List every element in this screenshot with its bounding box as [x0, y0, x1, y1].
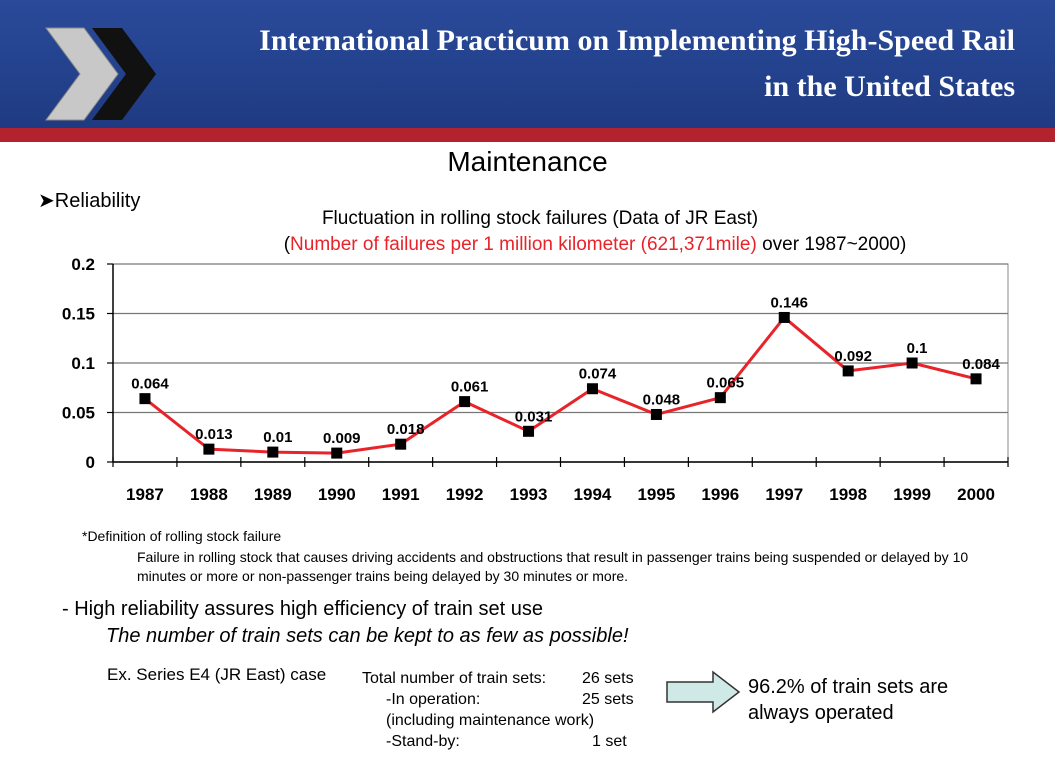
data-point	[842, 365, 854, 377]
x-tick-label: 1989	[254, 485, 292, 504]
x-tick-label: 1997	[765, 485, 803, 504]
y-tick-label: 0.15	[62, 305, 95, 324]
data-point	[267, 446, 279, 458]
definition-heading: *Definition of rolling stock failure	[82, 528, 282, 544]
header-banner	[0, 0, 1055, 128]
y-tick-label: 0.2	[71, 255, 95, 274]
chart-title: Fluctuation in rolling stock failures (D…	[321, 208, 759, 229]
data-point	[459, 396, 471, 408]
x-tick-label: 1994	[574, 485, 612, 504]
data-label: 0.031	[515, 408, 553, 425]
data-label: 0.064	[131, 376, 169, 393]
right-arrow-icon	[666, 670, 741, 714]
chart-subtitle: (Number of failures per 1 million kilome…	[155, 234, 1035, 256]
subtitle-red: Number of failures per 1 million kilomet…	[290, 234, 757, 255]
example-label: Ex. Series E4 (JR East) case	[107, 665, 327, 684]
data-point	[586, 383, 598, 395]
operation-label: -In operation:	[386, 691, 481, 708]
total-value: 26 sets	[582, 670, 634, 687]
data-label: 0.01	[263, 429, 292, 446]
standby-value: 1 set	[592, 733, 627, 750]
data-point	[395, 438, 407, 450]
x-tick-label: 1996	[701, 485, 739, 504]
x-tick-label: 1987	[126, 485, 164, 504]
failures-line-chart: 0 0.05 0.1 0.15 0.2 1987 1988 1989 1990 1991 1992…	[62, 255, 1009, 504]
x-tick-label: 1991	[382, 485, 420, 504]
data-label: 0.074	[579, 366, 617, 383]
header-title-line2: in the United States	[764, 70, 1015, 103]
data-point	[523, 425, 535, 437]
data-label: 0.065	[707, 375, 745, 392]
x-tick-label: 1988	[190, 485, 228, 504]
result-percent: 96.2%	[748, 676, 805, 698]
header-stripe	[0, 128, 1055, 142]
x-tick-label: 1999	[893, 485, 931, 504]
bullet-label: Reliability	[54, 190, 141, 212]
data-label: 0.1	[907, 340, 928, 357]
data-label: 0.013	[195, 426, 233, 443]
data-label: 0.084	[962, 356, 1000, 373]
x-tick-label: 1993	[510, 485, 548, 504]
data-point	[139, 393, 151, 405]
arrow-bullet-icon: ➤	[38, 190, 55, 212]
header-title-line1: International Practicum on Implementing …	[259, 24, 1015, 57]
operation-value: 25 sets	[582, 691, 634, 708]
operation-note: (including maintenance work)	[386, 712, 595, 729]
x-tick-label: 1995	[637, 485, 675, 504]
data-point	[203, 443, 215, 455]
reliability-subpoint: The number of train sets can be kept to …	[106, 625, 629, 647]
x-tick-label: 1990	[318, 485, 356, 504]
y-tick-label: 0	[86, 453, 95, 472]
data-point	[650, 408, 662, 420]
y-tick-label: 0.1	[71, 354, 95, 373]
data-label: 0.146	[770, 294, 808, 311]
result-text2: always operated	[748, 702, 894, 724]
total-label: Total number of train sets:	[362, 670, 547, 687]
data-point	[906, 357, 918, 369]
x-tick-label: 1992	[446, 485, 484, 504]
data-point	[714, 392, 726, 404]
data-point	[778, 311, 790, 323]
reliability-point: - High reliability assures high efficien…	[62, 598, 543, 620]
header-title: International Practicum on Implementing …	[259, 18, 1015, 110]
subtitle-rest: over 1987~2000)	[756, 234, 907, 255]
data-label: 0.048	[643, 391, 681, 408]
result-text: 96.2% of train sets are always operated	[748, 674, 948, 726]
data-point	[331, 447, 343, 459]
y-tick-label: 0.05	[62, 404, 95, 423]
x-tick-label: 1998	[829, 485, 867, 504]
chevron-logo-icon	[45, 27, 156, 121]
data-label: 0.009	[323, 430, 361, 447]
data-label: 0.092	[834, 348, 872, 365]
series-line	[144, 315, 977, 455]
reliability-bullet: ➤Reliability	[38, 188, 140, 213]
data-label: 0.061	[451, 379, 489, 396]
result-text1: of train sets are	[804, 676, 949, 698]
slide-title: Maintenance	[447, 146, 608, 177]
definition-body: Failure in rolling stock that causes dri…	[137, 549, 969, 584]
x-tick-label: 2000	[957, 485, 995, 504]
standby-label: -Stand-by:	[386, 733, 460, 750]
subtitle-open: (	[283, 234, 291, 255]
data-point	[970, 373, 982, 385]
data-label: 0.018	[387, 421, 425, 438]
